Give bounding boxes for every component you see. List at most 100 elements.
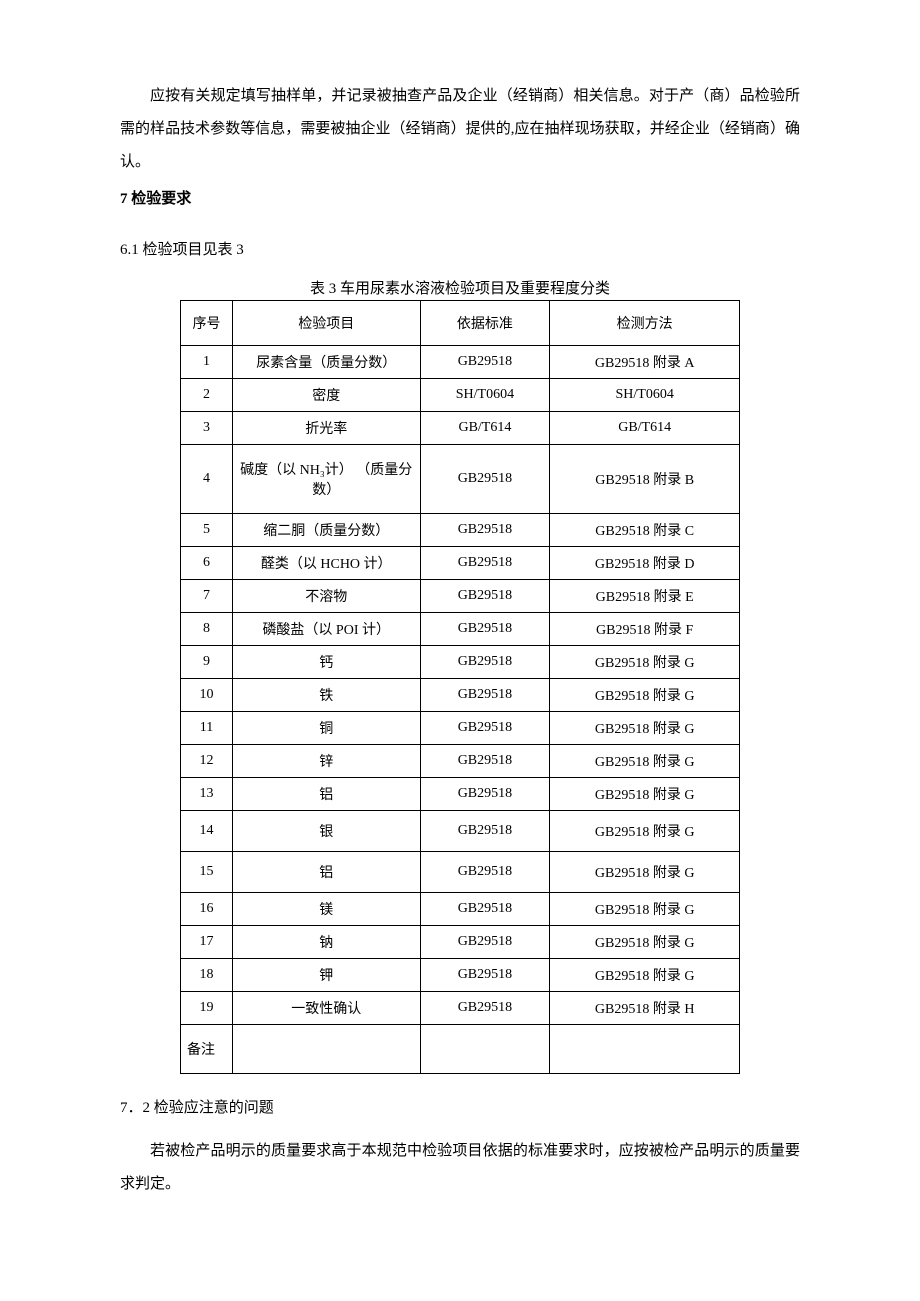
cell-standard: GB29518 xyxy=(420,745,550,778)
cell-standard: GB29518 xyxy=(420,547,550,580)
cell-num: 13 xyxy=(181,778,233,811)
cell-standard: SH/T0604 xyxy=(420,379,550,412)
cell-num: 7 xyxy=(181,580,233,613)
table-row: 17钠GB29518GB29518 附录 G xyxy=(181,926,740,959)
cell-method: GB29518 附录 G xyxy=(550,646,740,679)
table-row: 14银GB29518GB29518 附录 G xyxy=(181,811,740,852)
cell-standard: GB29518 xyxy=(420,992,550,1025)
note-cell xyxy=(550,1025,740,1074)
cell-project: 一致性确认 xyxy=(232,992,420,1025)
table-row: 19一致性确认GB29518GB29518 附录 H xyxy=(181,992,740,1025)
cell-project: 铁 xyxy=(232,679,420,712)
cell-num: 12 xyxy=(181,745,233,778)
cell-project: 钾 xyxy=(232,959,420,992)
note-cell xyxy=(232,1025,420,1074)
cell-project: 铝 xyxy=(232,778,420,811)
cell-project: 铜 xyxy=(232,712,420,745)
table-row: 13铝GB29518GB29518 附录 G xyxy=(181,778,740,811)
table-row: 10铁GB29518GB29518 附录 G xyxy=(181,679,740,712)
table-caption: 表 3 车用尿素水溶液检验项目及重要程度分类 xyxy=(120,277,800,298)
cell-method: GB29518 附录 G xyxy=(550,959,740,992)
cell-method: GB29518 附录 G xyxy=(550,926,740,959)
cell-num: 4 xyxy=(181,445,233,514)
cell-num: 8 xyxy=(181,613,233,646)
cell-project: 缩二胴（质量分数） xyxy=(232,514,420,547)
cell-standard: GB29518 xyxy=(420,445,550,514)
cell-method: GB29518 附录 G xyxy=(550,712,740,745)
cell-method: GB29518 附录 D xyxy=(550,547,740,580)
cell-method: GB29518 附录 G xyxy=(550,811,740,852)
cell-standard: GB29518 xyxy=(420,852,550,893)
col-header-standard: 依据标准 xyxy=(420,301,550,346)
cell-num: 10 xyxy=(181,679,233,712)
cell-standard: GB29518 xyxy=(420,893,550,926)
cell-standard: GB29518 xyxy=(420,514,550,547)
cell-num: 3 xyxy=(181,412,233,445)
cell-num: 14 xyxy=(181,811,233,852)
cell-method: GB29518 附录 H xyxy=(550,992,740,1025)
cell-standard: GB29518 xyxy=(420,679,550,712)
cell-project: 锌 xyxy=(232,745,420,778)
cell-method: GB29518 附录 B xyxy=(550,445,740,514)
cell-num: 18 xyxy=(181,959,233,992)
table-row: 6醛类（以 HCHO 计）GB29518GB29518 附录 D xyxy=(181,547,740,580)
cell-project: 钠 xyxy=(232,926,420,959)
cell-project: 不溶物 xyxy=(232,580,420,613)
cell-method: GB29518 附录 A xyxy=(550,346,740,379)
cell-num: 5 xyxy=(181,514,233,547)
table-row: 9钙GB29518GB29518 附录 G xyxy=(181,646,740,679)
cell-project: 尿素含量（质量分数） xyxy=(232,346,420,379)
table-row: 7不溶物GB29518GB29518 附录 E xyxy=(181,580,740,613)
cell-num: 16 xyxy=(181,893,233,926)
table-row: 15铝GB29518GB29518 附录 G xyxy=(181,852,740,893)
cell-standard: GB29518 xyxy=(420,959,550,992)
cell-method: GB29518 附录 F xyxy=(550,613,740,646)
cell-project: 钙 xyxy=(232,646,420,679)
table-row: 2密度SH/T0604SH/T0604 xyxy=(181,379,740,412)
col-header-project: 检验项目 xyxy=(232,301,420,346)
table-row: 8磷酸盐（以 POI 计）GB29518GB29518 附录 F xyxy=(181,613,740,646)
cell-num: 9 xyxy=(181,646,233,679)
table-row: 4碱度（以 NH₃计） （质量分数）GB29518GB29518 附录 B xyxy=(181,445,740,514)
col-header-num: 序号 xyxy=(181,301,233,346)
cell-method: GB29518 附录 E xyxy=(550,580,740,613)
table-note-row: 备注 xyxy=(181,1025,740,1074)
cell-num: 17 xyxy=(181,926,233,959)
cell-method: GB29518 附录 G xyxy=(550,893,740,926)
section-6-1: 6.1 检验项目见表 3 xyxy=(120,234,800,267)
cell-project: 折光率 xyxy=(232,412,420,445)
section-7-2: 7．2 检验应注意的问题 xyxy=(120,1092,800,1125)
col-header-method: 检测方法 xyxy=(550,301,740,346)
table-container: 序号 检验项目 依据标准 检测方法 1尿素含量（质量分数）GB29518GB29… xyxy=(120,300,800,1074)
cell-method: GB29518 附录 G xyxy=(550,679,740,712)
cell-num: 11 xyxy=(181,712,233,745)
section-7-heading: 7 检验要求 xyxy=(120,183,800,216)
table-header-row: 序号 检验项目 依据标准 检测方法 xyxy=(181,301,740,346)
table-row: 1尿素含量（质量分数）GB29518GB29518 附录 A xyxy=(181,346,740,379)
cell-method: SH/T0604 xyxy=(550,379,740,412)
table-row: 16镁GB29518GB29518 附录 G xyxy=(181,893,740,926)
note-label: 备注 xyxy=(181,1025,233,1074)
cell-project: 镁 xyxy=(232,893,420,926)
cell-num: 2 xyxy=(181,379,233,412)
cell-method: GB29518 附录 G xyxy=(550,852,740,893)
closing-paragraph: 若被检产品明示的质量要求高于本规范中检验项目依据的标准要求时，应按被检产品明示的… xyxy=(120,1135,800,1201)
cell-project: 铝 xyxy=(232,852,420,893)
cell-standard: GB29518 xyxy=(420,580,550,613)
cell-method: GB29518 附录 C xyxy=(550,514,740,547)
cell-standard: GB29518 xyxy=(420,712,550,745)
table-row: 5缩二胴（质量分数）GB29518GB29518 附录 C xyxy=(181,514,740,547)
cell-standard: GB29518 xyxy=(420,346,550,379)
note-cell xyxy=(420,1025,550,1074)
cell-method: GB/T614 xyxy=(550,412,740,445)
cell-project: 磷酸盐（以 POI 计） xyxy=(232,613,420,646)
table-row: 11铜GB29518GB29518 附录 G xyxy=(181,712,740,745)
cell-standard: GB29518 xyxy=(420,811,550,852)
table-row: 18钾GB29518GB29518 附录 G xyxy=(181,959,740,992)
cell-num: 1 xyxy=(181,346,233,379)
cell-num: 15 xyxy=(181,852,233,893)
cell-project: 醛类（以 HCHO 计） xyxy=(232,547,420,580)
cell-project: 密度 xyxy=(232,379,420,412)
cell-project: 银 xyxy=(232,811,420,852)
cell-standard: GB/T614 xyxy=(420,412,550,445)
